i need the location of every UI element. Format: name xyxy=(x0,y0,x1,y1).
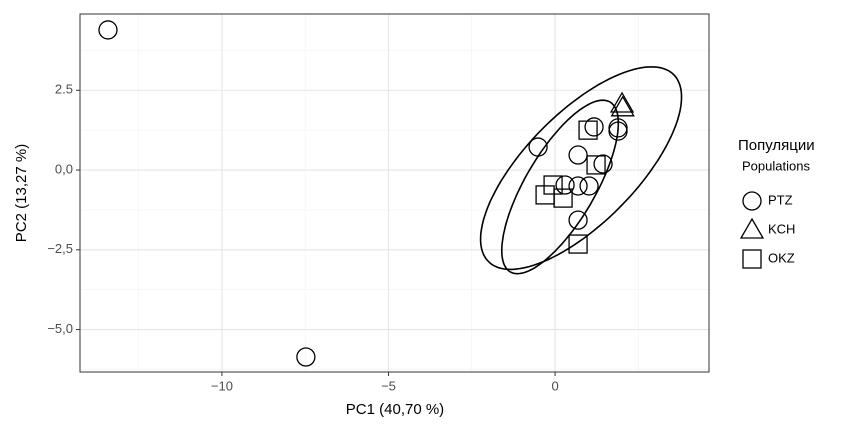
data-point xyxy=(579,176,599,196)
data-point xyxy=(568,176,588,196)
x-tick-label: −5 xyxy=(381,378,396,393)
panel-border xyxy=(79,13,710,373)
legend-symbol xyxy=(739,217,765,239)
legend-subtitle: Populations xyxy=(742,158,810,173)
data-point xyxy=(608,121,628,141)
y-tick-label: −5,0 xyxy=(47,321,73,336)
confidence-ellipse xyxy=(479,66,683,271)
y-tick-label: −2,5 xyxy=(47,241,73,256)
data-point xyxy=(610,95,635,117)
data-point xyxy=(568,234,588,254)
data-point xyxy=(578,120,598,140)
data-point xyxy=(528,137,548,157)
data-point xyxy=(568,210,588,230)
legend-symbol xyxy=(742,191,762,211)
data-point xyxy=(586,155,606,175)
x-axis-title: PC1 (40,70 %) xyxy=(346,401,444,418)
data-point xyxy=(553,188,573,208)
legend-title: Популяции xyxy=(738,137,815,154)
data-point xyxy=(98,20,118,40)
legend-label: PTZ xyxy=(768,192,793,207)
data-point xyxy=(593,154,613,174)
data-point xyxy=(584,117,604,137)
x-tick-label: 0 xyxy=(551,378,558,393)
data-point xyxy=(535,185,555,205)
data-point xyxy=(555,175,575,195)
data-point xyxy=(609,91,635,113)
legend-symbol xyxy=(742,249,762,269)
data-point xyxy=(543,175,563,195)
legend-label: KCH xyxy=(768,221,795,236)
confidence-ellipse xyxy=(501,99,620,275)
data-point xyxy=(296,347,316,367)
x-tick-label: −10 xyxy=(211,378,233,393)
legend-label: OKZ xyxy=(768,250,795,265)
y-axis-title: PC2 (13,27 %) xyxy=(13,144,30,242)
y-tick-label: 2.5 xyxy=(55,82,73,97)
data-point xyxy=(568,145,588,165)
y-tick-label: 0,0 xyxy=(55,161,73,176)
